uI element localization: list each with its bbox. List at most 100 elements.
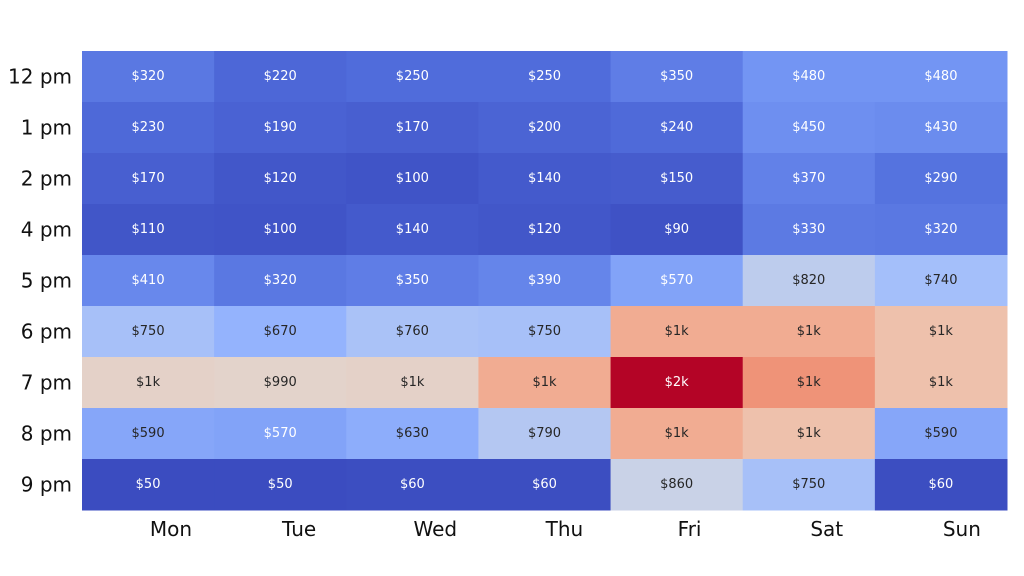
cell-value-label-6-4: $2k — [665, 375, 690, 390]
cell-value-label-3-6: $320 — [924, 222, 957, 237]
cell-value-label-6-3: $1k — [532, 375, 557, 390]
cell-value-label-7-5: $1k — [797, 426, 822, 441]
cell-value-label-4-4: $570 — [660, 273, 693, 288]
heatmap-cell-5-2 — [346, 306, 479, 358]
heatmap-cell-7-6 — [874, 408, 1008, 460]
cell-value-label-3-4: $90 — [664, 222, 689, 237]
cell-value-label-3-0: $110 — [132, 222, 165, 237]
cell-value-label-7-1: $570 — [264, 426, 297, 441]
heatmap-cell-5-4 — [610, 306, 744, 358]
cell-value-label-4-6: $740 — [924, 273, 957, 288]
heatmap-cell-6-2 — [346, 357, 479, 409]
heatmap-cell-8-1 — [214, 459, 347, 511]
heatmap-cell-7-5 — [742, 408, 876, 460]
y-axis-labels: 12 pm 1 pm 2 pm 4 pm 5 pm 6 pm 7 pm 8 pm 9 pm — [8, 65, 72, 497]
x-axis-labels: Mon Tue Wed Thu Fri Sat Sun — [150, 517, 981, 541]
cell-value-label-1-2: $170 — [396, 120, 429, 135]
x-tick-label: Thu — [545, 517, 584, 541]
heatmap-cell-2-3 — [478, 153, 612, 205]
cell-value-label-6-2: $1k — [400, 375, 425, 390]
cell-value-label-7-0: $590 — [132, 426, 165, 441]
cell-value-label-8-5: $750 — [792, 477, 825, 492]
cell-value-label-6-0: $1k — [136, 375, 161, 390]
heatmap-cell-5-0 — [82, 306, 215, 358]
heatmap-cell-1-3 — [478, 102, 612, 154]
heatmap-cell-1-0 — [82, 102, 215, 154]
cell-value-label-0-3: $250 — [528, 69, 561, 84]
cell-value-label-7-4: $1k — [665, 426, 690, 441]
cell-value-label-7-2: $630 — [396, 426, 429, 441]
cell-value-label-4-0: $410 — [132, 273, 165, 288]
cell-value-label-8-2: $60 — [400, 477, 425, 492]
heatmap-cell-7-0 — [82, 408, 215, 460]
cell-value-label-0-0: $320 — [132, 69, 165, 84]
heatmap-cell-0-0 — [82, 51, 215, 103]
cell-value-label-8-4: $860 — [660, 477, 693, 492]
cell-value-label-4-5: $820 — [792, 273, 825, 288]
heatmap-cell-2-2 — [346, 153, 479, 205]
heatmap-cell-4-5 — [742, 255, 876, 307]
heatmap-cell-4-1 — [214, 255, 347, 307]
cell-value-label-2-3: $140 — [528, 171, 561, 186]
y-tick-label: 2 pm — [21, 167, 72, 191]
heatmap-cell-1-6 — [874, 102, 1008, 154]
heatmap-cell-7-1 — [214, 408, 347, 460]
y-tick-label: 1 pm — [21, 116, 72, 140]
cell-value-label-5-0: $750 — [132, 324, 165, 339]
cell-value-label-5-1: $670 — [264, 324, 297, 339]
cell-value-label-8-6: $60 — [929, 477, 954, 492]
heatmap-cell-6-0 — [82, 357, 215, 409]
cell-value-label-3-5: $330 — [792, 222, 825, 237]
cell-value-label-7-3: $790 — [528, 426, 561, 441]
cell-value-label-2-2: $100 — [396, 171, 429, 186]
cell-value-label-3-1: $100 — [264, 222, 297, 237]
cell-value-label-8-1: $50 — [268, 477, 293, 492]
heatmap-cell-6-4 — [610, 357, 744, 409]
cell-value-label-3-3: $120 — [528, 222, 561, 237]
x-tick-label: Mon — [150, 517, 192, 541]
heatmap-cell-7-2 — [346, 408, 479, 460]
cell-value-label-5-5: $1k — [797, 324, 822, 339]
heatmap-cell-0-3 — [478, 51, 612, 103]
heatmap-cell-0-5 — [742, 51, 876, 103]
cell-value-label-8-3: $60 — [532, 477, 557, 492]
cell-value-label-2-0: $170 — [132, 171, 165, 186]
cell-value-label-0-6: $480 — [924, 69, 957, 84]
y-tick-label: 4 pm — [21, 218, 72, 242]
cell-value-label-1-5: $450 — [792, 120, 825, 135]
cell-value-label-3-2: $140 — [396, 222, 429, 237]
heatmap-cell-3-5 — [742, 204, 876, 256]
heatmap-cell-8-0 — [82, 459, 215, 511]
cell-value-label-1-3: $200 — [528, 120, 561, 135]
heatmap-cell-6-3 — [478, 357, 612, 409]
y-tick-label: 12 pm — [8, 65, 72, 89]
heatmap-cell-8-2 — [346, 459, 479, 511]
cell-value-label-5-6: $1k — [929, 324, 954, 339]
heatmap-cell-2-0 — [82, 153, 215, 205]
y-tick-label: 7 pm — [21, 371, 72, 395]
x-tick-label: Tue — [281, 517, 316, 541]
heatmap-cell-1-4 — [610, 102, 744, 154]
cell-value-label-1-0: $230 — [132, 120, 165, 135]
cell-value-label-8-0: $50 — [136, 477, 161, 492]
heatmap-cell-2-4 — [610, 153, 744, 205]
cell-value-label-2-5: $370 — [792, 171, 825, 186]
y-tick-label: 9 pm — [21, 473, 72, 497]
heatmap-cell-5-1 — [214, 306, 347, 358]
heatmap-cell-2-6 — [874, 153, 1008, 205]
cell-value-label-1-6: $430 — [924, 120, 957, 135]
heatmap-cell-8-3 — [478, 459, 612, 511]
heatmap-cell-1-5 — [742, 102, 876, 154]
heatmap-cell-8-5 — [742, 459, 876, 511]
heatmap-cell-7-3 — [478, 408, 612, 460]
cell-value-label-0-4: $350 — [660, 69, 693, 84]
cell-value-label-0-1: $220 — [264, 69, 297, 84]
heatmap-cell-0-4 — [610, 51, 744, 103]
heatmap-cell-4-4 — [610, 255, 744, 307]
cell-value-label-4-3: $390 — [528, 273, 561, 288]
cell-value-label-6-1: $990 — [264, 375, 297, 390]
cell-value-label-6-5: $1k — [797, 375, 822, 390]
heatmap-cell-2-5 — [742, 153, 876, 205]
heatmap-cell-4-3 — [478, 255, 612, 307]
